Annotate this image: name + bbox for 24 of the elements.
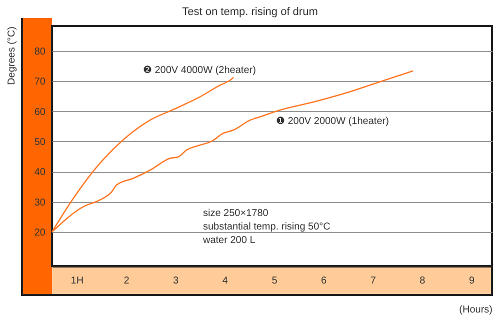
annotation: water 200 L [202,235,256,246]
x-tick-label: 5 [272,276,278,286]
y-tick-label: 60 [34,106,46,118]
annotation: size 250×1780 [203,208,269,219]
x-tick-label: 4 [222,276,228,286]
y-tick-label: 40 [34,167,46,178]
y-tick-label: 80 [34,46,46,58]
x-tick-label: 1H [70,276,84,286]
chart-title: Test on temp. rising of drum [182,6,318,18]
x-tick-label: 2 [124,276,130,286]
x-axis-title: (Hours) [459,304,492,316]
x-tick-label: 3 [173,276,180,286]
x-tick-label: 9 [469,276,475,286]
y-tick-label: 20 [34,227,46,238]
y-axis-title: Degrees (°C) [6,26,18,85]
annotation: ❷ 200V 4000W (2heater) [143,65,256,76]
y-tick-label: 50 [34,136,46,148]
y-tick-label: 70 [34,76,46,88]
x-tick-label: 8 [420,276,426,286]
y-tick-label: 30 [34,197,46,208]
annotation: ❶ 200V 2000W (1heater) [276,116,389,127]
x-tick-label: 6 [321,276,328,286]
annotation: substantial temp. rising 50°C [203,222,330,232]
x-tick-label: 7 [370,276,376,286]
